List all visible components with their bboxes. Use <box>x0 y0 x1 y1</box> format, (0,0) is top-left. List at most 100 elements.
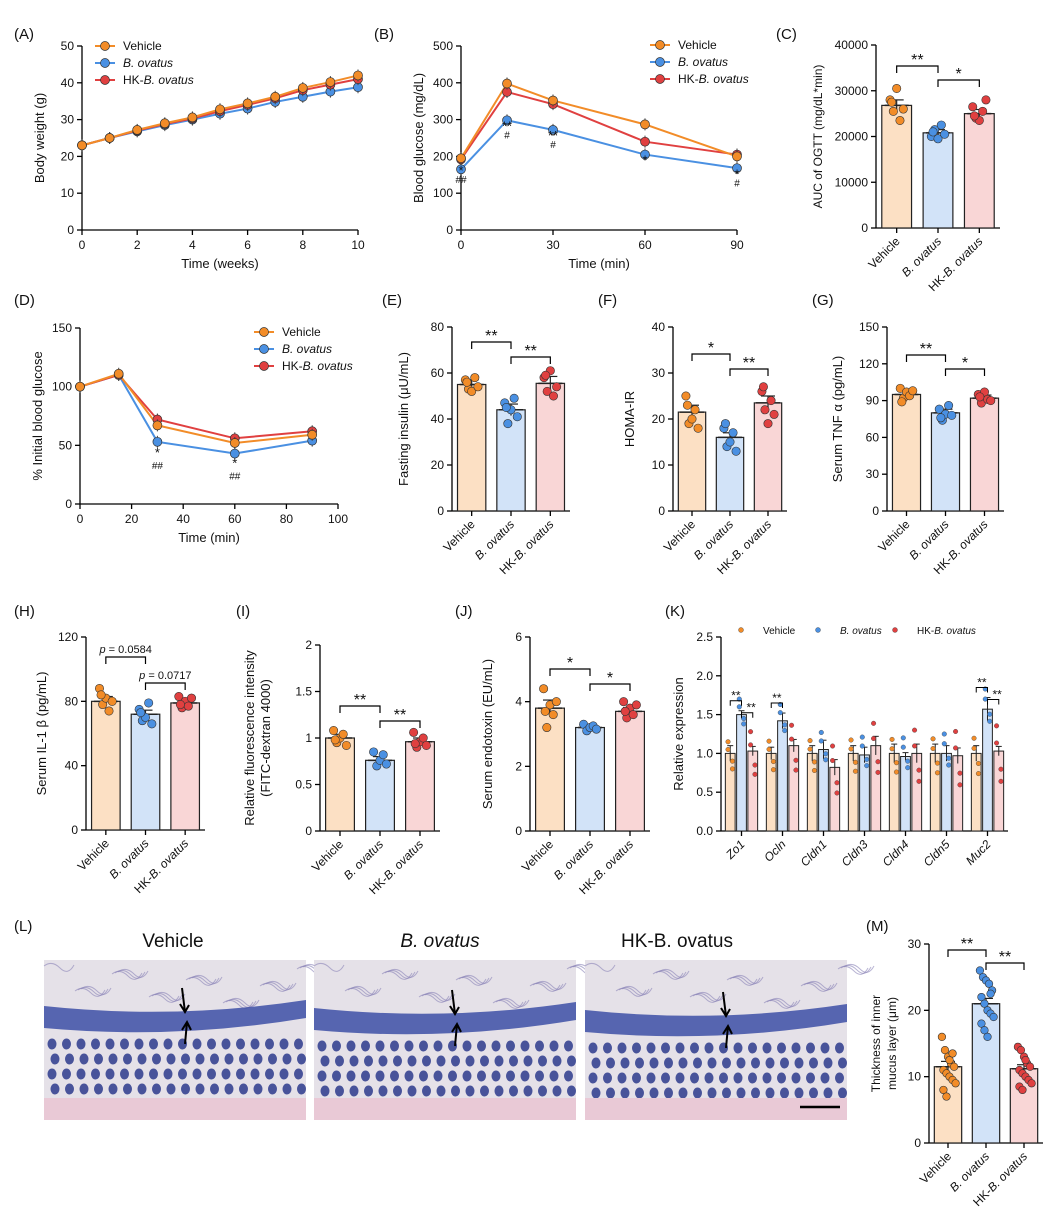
panel-A-data-point <box>353 70 363 81</box>
panel-J-data-point <box>591 724 601 734</box>
panel-B-data-point <box>640 119 650 130</box>
panel-D-data-point <box>113 368 124 379</box>
panel-K-data-point <box>770 759 776 765</box>
panel-B-sig-annotation: ## <box>455 175 467 186</box>
panel-B-y-tick-label: 0 <box>446 223 453 237</box>
panel-J-data-point <box>539 684 549 694</box>
panel-M-data-point <box>977 992 986 1002</box>
panel-I-bar <box>365 759 396 832</box>
panel-A-legend-label: HK-B. ovatus <box>123 73 194 87</box>
panel-B-data-point <box>502 115 512 126</box>
panel-K-data-point <box>975 760 981 766</box>
panel-D-x-tick-label: 60 <box>228 512 242 526</box>
panel-A-x-tick-label: 8 <box>299 238 306 252</box>
histology-image-ovatus-lumen-strand <box>313 962 345 972</box>
panel-K-data-point <box>957 770 963 776</box>
histology-image-vehicle-goblet-cell <box>108 1053 118 1065</box>
histology-image-ovatus-goblet-cell <box>465 1055 475 1067</box>
panel-D-sig-annotation: ## <box>229 471 241 482</box>
panel-I-bar <box>405 741 436 832</box>
panel-E-y-tick-label: 20 <box>431 458 445 472</box>
panel-K-legend-marker <box>892 627 898 633</box>
panel-letter-B: (B) <box>374 26 394 43</box>
panel-A-x-label: Time (weeks) <box>181 256 259 271</box>
histology-image-vehicle-lumen-strand <box>114 969 146 979</box>
panel-E-data-point <box>548 391 558 401</box>
histology-image-vehicle-goblet-cell <box>268 1083 277 1095</box>
panel-M-data-point <box>939 1085 948 1095</box>
panel-D-x-tick-label: 40 <box>177 512 191 526</box>
histology-image-ovatus-goblet-cell <box>407 1085 417 1097</box>
panel-K-data-point <box>789 722 795 728</box>
panel-I-sig-label: ** <box>394 707 406 724</box>
panel-K-data-point <box>859 734 865 740</box>
panel-G-sig-bracket <box>905 354 947 362</box>
panel-M-data-point <box>951 1079 960 1088</box>
panel-K-data-point <box>916 767 922 773</box>
panel-F-data-point <box>766 396 776 406</box>
panel-G-data-point <box>986 396 996 406</box>
histology-image-hk-lumen-strand <box>652 970 684 980</box>
panel-K-sig-bracket <box>770 702 783 709</box>
panel-K-sig-label: ** <box>731 689 741 703</box>
histology-image-vehicle-goblet-cell <box>181 1083 190 1095</box>
histology-image-vehicle-goblet-cell <box>265 1068 274 1080</box>
panel-C-data-point <box>981 95 991 105</box>
histology-image-hk-goblet-cell <box>606 1057 615 1069</box>
panel-D-legend-marker <box>259 344 269 354</box>
panel-I-bar <box>325 737 356 832</box>
panel-G-sig-label: ** <box>920 341 932 358</box>
panel-K-data-point <box>987 711 993 717</box>
panel-M-sig-label: ** <box>999 949 1011 966</box>
panel-H-data-point <box>175 700 185 710</box>
panel-D-y-tick-label: 150 <box>52 321 72 335</box>
histology-image-hk-goblet-cell <box>820 1042 830 1054</box>
histology-image-hk-goblet-cell <box>646 1042 656 1054</box>
panel-F-data-point <box>725 437 735 447</box>
panel-F-sig-bracket <box>691 353 731 361</box>
panel-J-y-tick-label: 6 <box>515 630 522 644</box>
panel-A-y-tick-label: 50 <box>61 39 75 53</box>
panel-H-bar <box>170 702 201 831</box>
panel-B-legend-label: Vehicle <box>678 38 717 52</box>
panel-K-data-point <box>994 740 1000 746</box>
panel-B-legend-label: HK-B. ovatus <box>678 72 749 86</box>
histology-image-vehicle-epithelium <box>44 1098 306 1120</box>
panel-G-data-point <box>947 410 957 420</box>
panel-M-data-point <box>984 979 994 988</box>
panel-C-bar <box>922 132 954 229</box>
histology-image-ovatus-goblet-cell <box>567 1085 576 1097</box>
panel-K-bar <box>829 766 841 832</box>
panel-G-data-point <box>908 386 918 396</box>
panel-I-data-point <box>369 747 379 757</box>
panel-D-legend-label: B. ovatus <box>282 342 332 356</box>
panel-C-data-point <box>936 120 946 130</box>
histology-image-hk-goblet-cell <box>748 1042 757 1054</box>
histology-image-hk-goblet-cell <box>588 1072 598 1084</box>
histology-image-vehicle-goblet-cell <box>279 1068 289 1080</box>
histology-image-hk-goblet-cell <box>794 1087 804 1099</box>
histology-image-ovatus-goblet-cell <box>509 1085 518 1097</box>
panel-M-sig-bracket <box>947 949 987 957</box>
histology-image-ovatus-goblet-cell <box>375 1040 385 1052</box>
panel-F-data-point <box>758 382 768 392</box>
histology-image-ovatus-goblet-cell <box>419 1040 428 1052</box>
histology-image-hk-lumen-strand <box>655 969 687 979</box>
panel-C-sig-bracket <box>896 65 939 73</box>
panel-A-x-tick-label: 6 <box>244 238 251 252</box>
panel-K-data-point <box>729 766 735 772</box>
panel-C-bar <box>963 113 995 229</box>
panel-K-x-tick-label: Cldn5 <box>921 837 953 869</box>
panel-A-y-tick-label: 20 <box>61 149 75 163</box>
panel-I-data-point <box>418 733 428 743</box>
panel-J-sig-bracket <box>549 668 591 676</box>
histology-image-vehicle-goblet-cell <box>134 1038 144 1050</box>
panel-letter-H: (H) <box>14 603 35 620</box>
panel-A-data-point <box>77 140 87 151</box>
histology-image-hk <box>584 960 875 1120</box>
panel-G-data-point <box>936 413 946 423</box>
panel-K-data-point <box>834 780 840 786</box>
histology-image-hk-goblet-cell <box>620 1057 630 1069</box>
histology-image-hk-goblet-cell <box>777 1042 786 1054</box>
panel-letter-L: (L) <box>14 918 32 935</box>
